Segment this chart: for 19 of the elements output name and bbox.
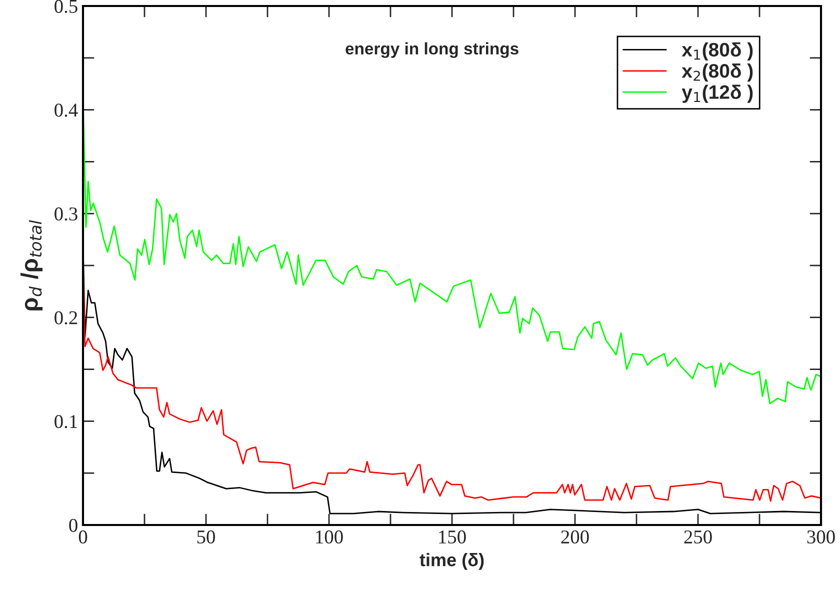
x-tick-label: 250	[684, 530, 712, 544]
x-axis-title: time (δ)	[420, 553, 484, 570]
y-tick-label: 0.3	[54, 207, 78, 221]
x-tick-label: 300	[807, 530, 835, 544]
x-tick-label: 50	[197, 530, 215, 544]
legend-label: x$_{1}$(80δ )	[682, 42, 753, 60]
x-tick-label: 150	[439, 530, 466, 544]
x-tick-label: 200	[561, 530, 589, 544]
y-axis-title: ρ$_{d}$ /ρ$_{total}$	[20, 220, 43, 310]
legend-label: y$_{1}$(12δ )	[682, 84, 753, 103]
y-tick-label: 0.5	[54, 0, 78, 14]
legend-label: x$_{2}$(80δ )	[682, 64, 753, 82]
y-tick-label: 0.4	[54, 104, 78, 117]
annotation: energy in long strings	[346, 42, 518, 58]
x-tick-label: 100	[316, 530, 343, 544]
y-tick-label: 0	[69, 518, 78, 532]
y-tick-label: 0.2	[54, 311, 78, 324]
x-tick-label: 0	[78, 530, 88, 544]
y-tick-label: 0.1	[54, 415, 77, 428]
